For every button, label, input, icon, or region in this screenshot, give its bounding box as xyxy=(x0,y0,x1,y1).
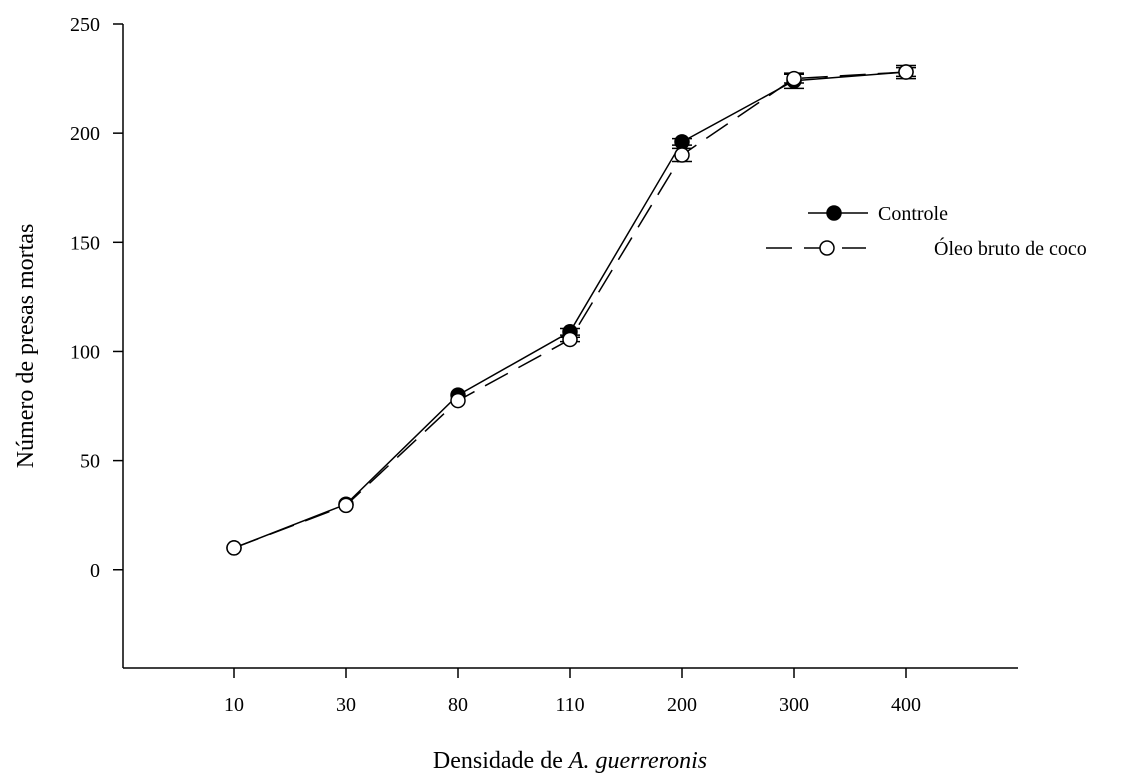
legend-entry-controle: Controle xyxy=(808,203,948,225)
x-tick-label: 200 xyxy=(667,694,697,716)
y-tick-label: 0 xyxy=(90,560,100,582)
y-tick-label: 150 xyxy=(70,232,100,254)
legend-oleo-marker xyxy=(819,240,835,256)
y-tick-label: 100 xyxy=(70,341,100,363)
series-oleo-point xyxy=(562,331,578,348)
series-layer xyxy=(226,64,916,556)
axes: 0 50 100 150 200 250 10 30 80 110 200 300 400 xyxy=(70,14,1018,716)
series-oleo-point xyxy=(226,540,242,556)
legend-oleo-label: Óleo bruto de coco xyxy=(934,236,1087,260)
series-oleo-point xyxy=(898,64,914,80)
x-tick-label: 30 xyxy=(336,694,356,716)
x-tick-label: 400 xyxy=(891,694,921,716)
x-axis-title: Densidade de A. guerreronis xyxy=(433,748,707,774)
series-oleo-point xyxy=(786,70,802,87)
y-tick-label: 200 xyxy=(70,123,100,145)
series-controle-point xyxy=(674,134,690,150)
series-oleo-point xyxy=(450,392,466,409)
x-tick-label: 300 xyxy=(779,694,809,716)
x-axis-title-prefix: Densidade de xyxy=(433,748,569,774)
y-axis-title: Número de presas mortas xyxy=(13,224,39,469)
legend: Controle Óleo bruto de coco xyxy=(766,203,1087,260)
y-tick-label: 250 xyxy=(70,14,100,36)
x-tick-label: 80 xyxy=(448,694,468,716)
x-tick-label: 10 xyxy=(224,694,244,716)
series-controle-line xyxy=(233,71,907,549)
series-oleo-point xyxy=(674,147,690,163)
x-tick-label: 110 xyxy=(555,694,584,716)
legend-entry-oleo: Óleo bruto de coco xyxy=(766,236,1087,260)
legend-controle-label: Controle xyxy=(878,203,948,225)
series-oleo-line xyxy=(233,71,907,549)
y-tick-label: 50 xyxy=(80,451,100,473)
series-oleo-point xyxy=(338,497,354,514)
legend-controle-marker xyxy=(826,205,842,221)
x-axis-title-species: A. guerreronis xyxy=(567,748,707,774)
